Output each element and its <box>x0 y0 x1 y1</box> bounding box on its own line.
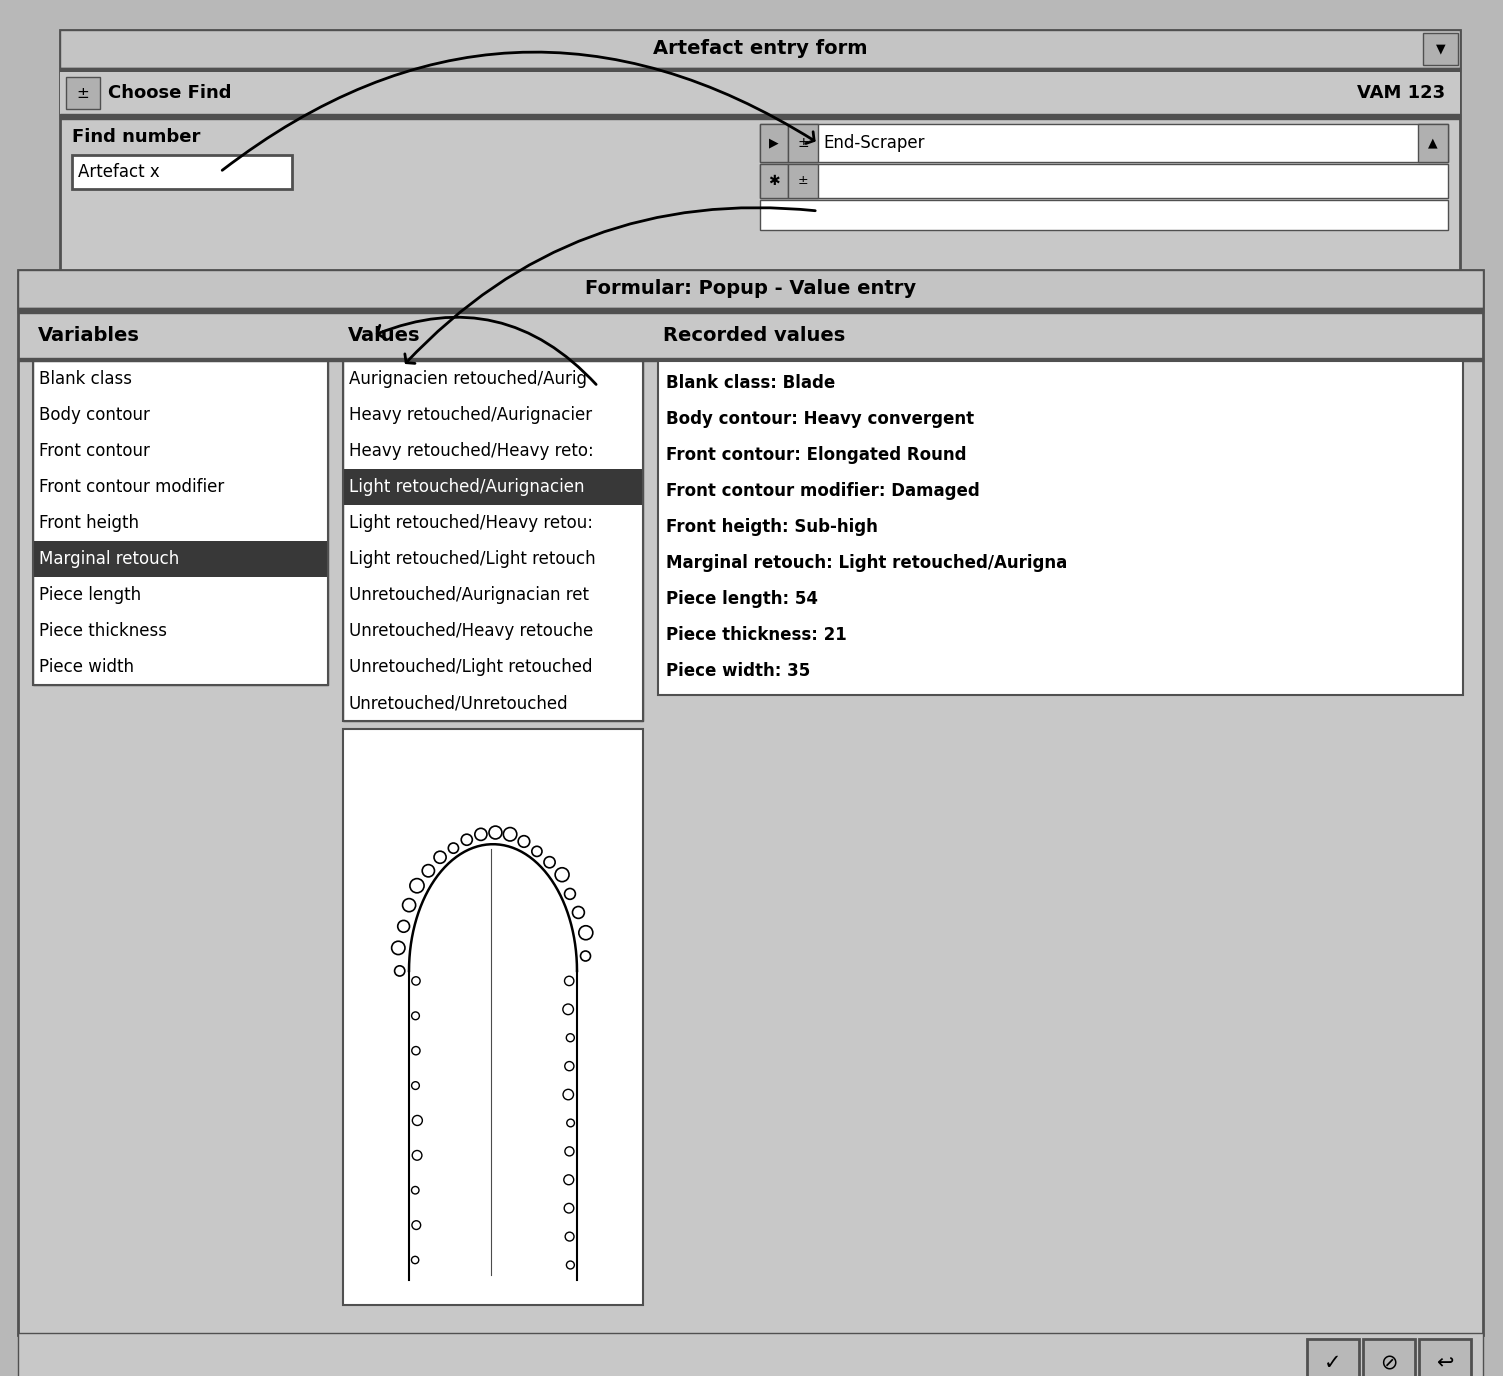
Text: Unretouched/Unretouched: Unretouched/Unretouched <box>349 694 568 711</box>
Text: ✱: ✱ <box>768 173 780 189</box>
Text: Light retouched/Light retouch: Light retouched/Light retouch <box>349 550 595 568</box>
Text: Front contour: Elongated Round: Front contour: Elongated Round <box>666 446 966 464</box>
Text: Heavy retouched/Heavy reto:: Heavy retouched/Heavy reto: <box>349 442 594 460</box>
Bar <box>60 30 1459 370</box>
Bar <box>60 67 1459 72</box>
Bar <box>18 308 1483 312</box>
Bar <box>1308 1339 1359 1376</box>
Bar <box>60 114 1459 118</box>
Text: Light retouched/Aurignacien: Light retouched/Aurignacien <box>349 477 585 495</box>
Bar <box>18 270 1483 308</box>
Bar <box>18 270 1483 1335</box>
Text: Values: Values <box>349 326 421 345</box>
Bar <box>1417 124 1447 162</box>
Text: End-Scraper: End-Scraper <box>824 133 924 151</box>
Text: Heavy retouched/Aurignacier: Heavy retouched/Aurignacier <box>349 406 592 424</box>
Text: Light retouched/Heavy retou:: Light retouched/Heavy retou: <box>349 515 594 533</box>
Bar <box>33 361 328 685</box>
Text: Unretouched/Light retouched: Unretouched/Light retouched <box>349 658 592 676</box>
Text: Front contour: Front contour <box>39 442 150 460</box>
Text: Formular: Popup - Value entry: Formular: Popup - Value entry <box>585 279 915 299</box>
Bar <box>1423 33 1458 65</box>
Text: Marginal retouch: Marginal retouch <box>39 550 179 568</box>
Bar <box>343 361 643 721</box>
Text: Aurignacien retouched/Aurig: Aurignacien retouched/Aurig <box>349 370 588 388</box>
Text: Piece width: 35: Piece width: 35 <box>666 662 810 680</box>
Bar <box>72 155 292 189</box>
Bar <box>761 164 788 198</box>
Text: Recorded values: Recorded values <box>663 326 845 345</box>
Text: Variables: Variables <box>38 326 140 345</box>
Text: Choose Find: Choose Find <box>108 84 231 102</box>
Bar <box>33 541 328 577</box>
Bar <box>343 469 643 505</box>
Bar <box>343 361 643 721</box>
Text: Blank class: Blade: Blank class: Blade <box>666 374 836 392</box>
Bar <box>60 30 1459 67</box>
Bar <box>761 164 1447 198</box>
Text: Blank class: Blank class <box>39 370 132 388</box>
Text: ⊘: ⊘ <box>1380 1353 1398 1373</box>
Bar <box>343 729 643 1304</box>
Text: ▼: ▼ <box>1435 43 1446 55</box>
Text: ✓: ✓ <box>1324 1353 1342 1373</box>
Bar <box>18 358 1483 361</box>
Text: ±: ± <box>798 175 809 187</box>
Bar <box>60 72 1459 114</box>
Bar <box>33 361 328 685</box>
Text: ↩: ↩ <box>1437 1353 1453 1373</box>
Text: Piece length: 54: Piece length: 54 <box>666 589 818 608</box>
Bar <box>1419 1339 1471 1376</box>
Text: Piece width: Piece width <box>39 658 134 676</box>
Bar <box>788 164 818 198</box>
Bar <box>788 124 818 162</box>
Text: Body contour: Heavy convergent: Body contour: Heavy convergent <box>666 410 974 428</box>
Text: VAM 123: VAM 123 <box>1357 84 1444 102</box>
Text: Piece thickness: Piece thickness <box>39 622 167 640</box>
Text: Unretouched/Heavy retouche: Unretouched/Heavy retouche <box>349 622 594 640</box>
Text: Find number: Find number <box>72 128 200 146</box>
Text: Marginal retouch: Light retouched/Aurigna: Marginal retouch: Light retouched/Aurign… <box>666 553 1067 571</box>
Bar <box>761 200 1447 230</box>
Text: Unretouched/Aurignacian ret: Unretouched/Aurignacian ret <box>349 586 589 604</box>
Text: Front heigth: Sub-high: Front heigth: Sub-high <box>666 517 878 535</box>
Text: Piece length: Piece length <box>39 586 141 604</box>
Text: Front contour modifier: Damaged: Front contour modifier: Damaged <box>666 482 980 499</box>
Bar <box>761 124 1447 162</box>
Text: Artefact entry form: Artefact entry form <box>652 40 867 59</box>
Text: Body contour: Body contour <box>39 406 150 424</box>
Bar <box>18 1333 1483 1376</box>
Bar <box>66 77 101 109</box>
Bar <box>658 361 1462 695</box>
Text: ▲: ▲ <box>1428 136 1438 150</box>
Text: Front heigth: Front heigth <box>39 515 138 533</box>
Text: Artefact x: Artefact x <box>78 162 159 182</box>
Text: Piece thickness: 21: Piece thickness: 21 <box>666 626 846 644</box>
Bar <box>1363 1339 1414 1376</box>
Bar <box>761 124 788 162</box>
Text: ±: ± <box>797 136 809 150</box>
Text: ▶: ▶ <box>770 136 779 150</box>
Text: ±: ± <box>77 85 89 100</box>
Text: Front contour modifier: Front contour modifier <box>39 477 224 495</box>
